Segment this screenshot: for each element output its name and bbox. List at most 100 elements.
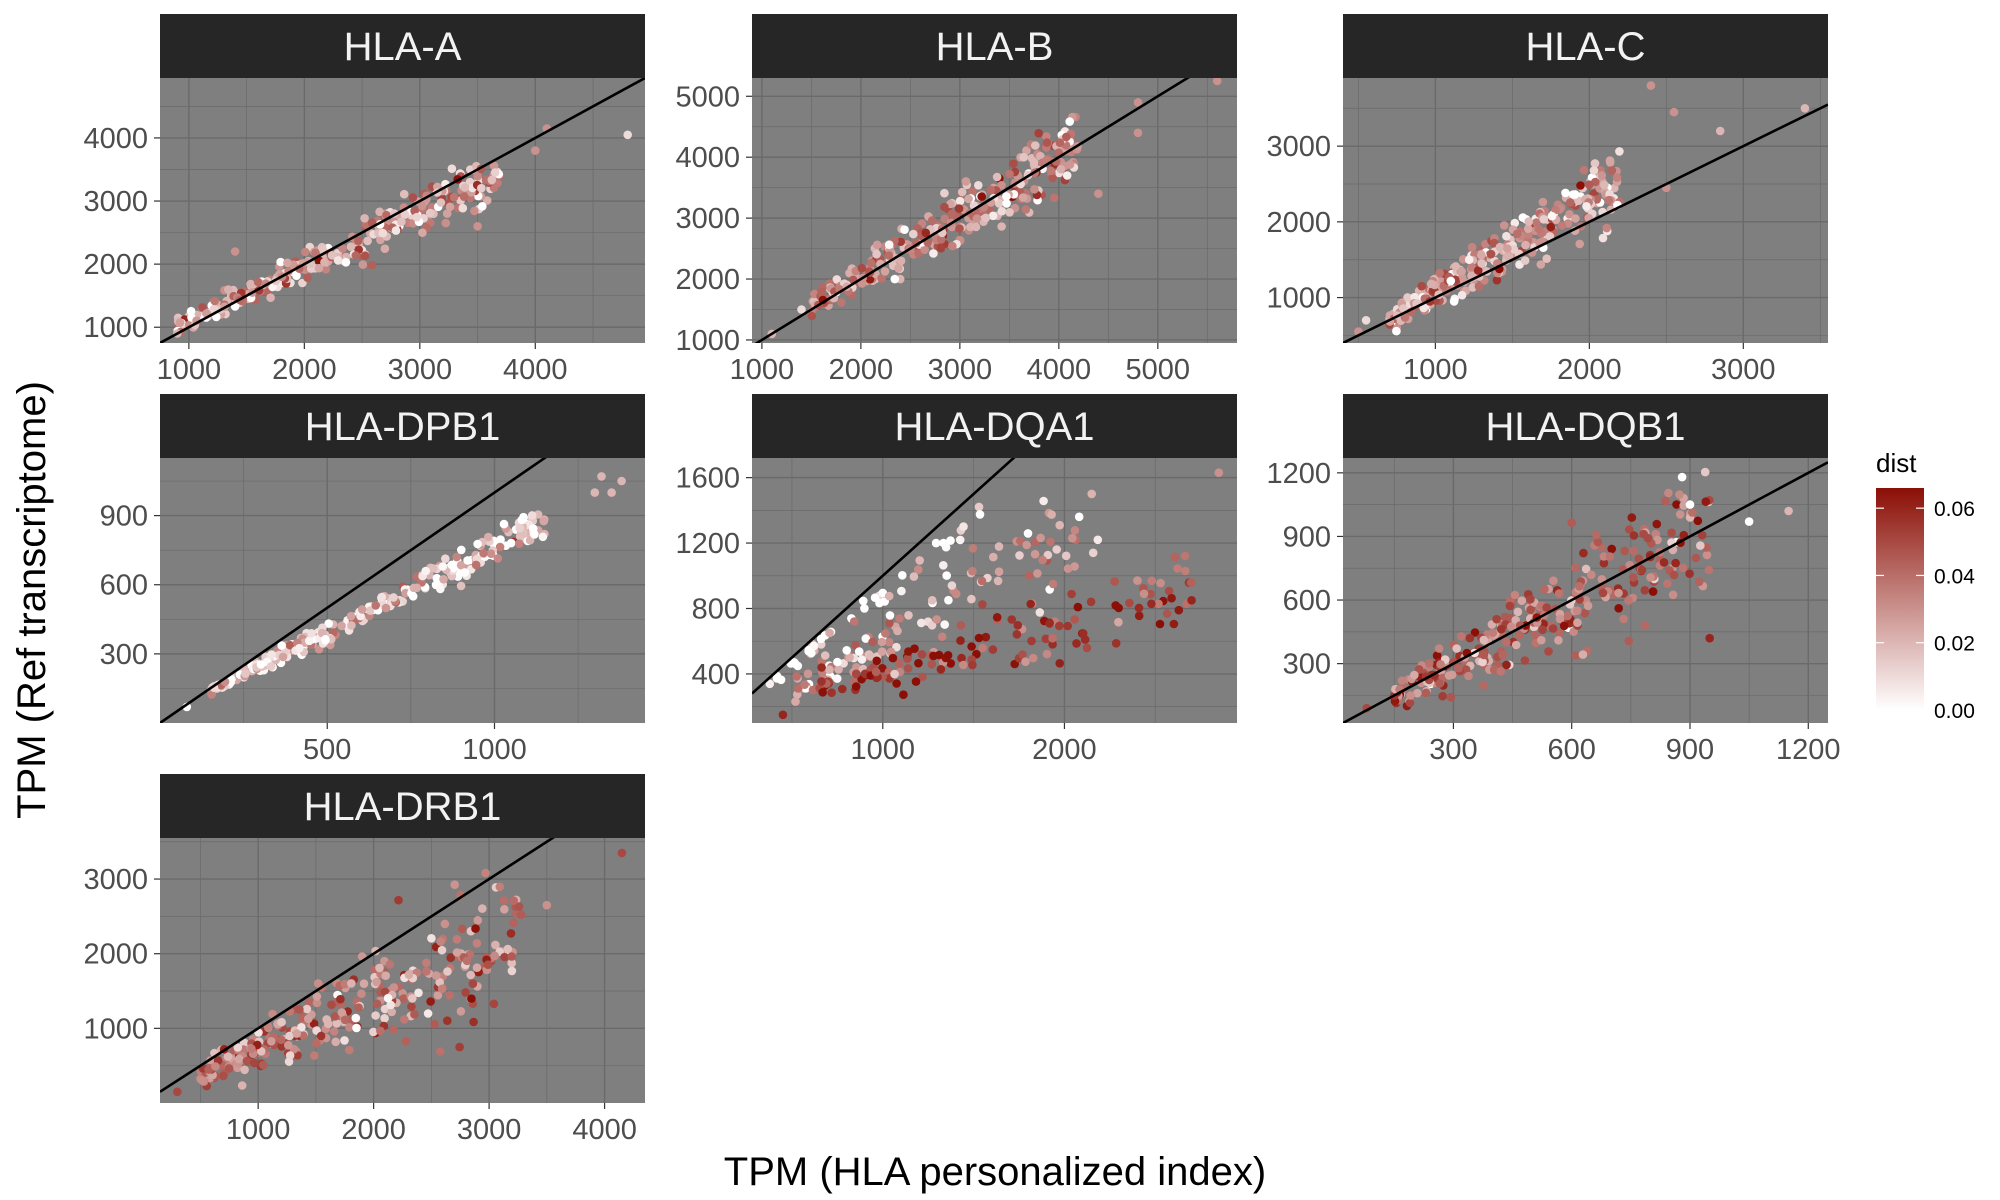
data-point [241, 669, 250, 678]
data-point [1517, 596, 1527, 605]
data-point [1114, 617, 1123, 627]
data-point [825, 665, 834, 674]
data-point [490, 168, 500, 177]
data-point [331, 1037, 341, 1047]
data-point [389, 1025, 398, 1034]
data-point [380, 244, 390, 253]
data-point [314, 263, 324, 273]
data-point [888, 653, 898, 663]
data-point [1467, 242, 1477, 252]
data-point [1397, 676, 1407, 685]
data-point [607, 488, 616, 497]
data-point [1467, 262, 1476, 272]
data-point [860, 604, 869, 613]
data-point [1048, 173, 1057, 183]
data-point [437, 945, 447, 955]
data-point [449, 192, 459, 202]
data-point [435, 978, 445, 987]
data-point [330, 1012, 340, 1021]
data-point [1086, 597, 1096, 607]
data-point [490, 951, 500, 961]
data-point [204, 1065, 213, 1074]
data-point [468, 979, 478, 988]
data-point [892, 679, 901, 688]
data-point [341, 258, 351, 267]
data-point [1515, 630, 1524, 640]
data-point [1406, 691, 1415, 700]
data-point [877, 637, 887, 647]
x-tick-label: 500 [303, 734, 351, 766]
data-point [1512, 229, 1522, 239]
data-point [934, 650, 944, 660]
data-point [1669, 107, 1679, 117]
data-point [1634, 554, 1644, 563]
data-point [1569, 627, 1578, 636]
data-point [283, 258, 292, 268]
data-point [1503, 251, 1513, 261]
data-point [1573, 618, 1582, 627]
data-point [495, 882, 505, 892]
data-point [1534, 224, 1544, 234]
facet-hla-b: HLA-B 1000 2000 3000 4000 5000 1000 2000 3000 400… [675, 14, 1237, 386]
data-point [460, 568, 470, 577]
data-point [955, 535, 965, 545]
data-point [884, 637, 894, 647]
data-point [936, 235, 946, 244]
data-point [817, 663, 826, 672]
data-point [1551, 205, 1560, 215]
y-tick-label: 3000 [1266, 131, 1331, 163]
data-point [986, 185, 996, 195]
data-point [838, 684, 847, 694]
data-point [1048, 640, 1057, 649]
data-point [452, 935, 462, 944]
data-point [1607, 544, 1616, 554]
data-point [1022, 146, 1031, 155]
data-point [1571, 651, 1580, 660]
data-point [895, 614, 904, 623]
data-point [1509, 245, 1519, 254]
data-point [1055, 621, 1064, 631]
data-point [340, 1015, 350, 1025]
data-point [1575, 239, 1584, 249]
data-point [1045, 619, 1054, 628]
x-tick-label: 1000 [851, 734, 916, 766]
data-point [872, 240, 882, 250]
data-point [234, 1054, 244, 1064]
data-point [929, 249, 938, 258]
data-point [473, 222, 482, 231]
facet-title: HLA-DPB1 [305, 405, 501, 449]
data-point [927, 660, 937, 669]
data-point [1070, 562, 1079, 571]
data-point [1800, 104, 1810, 113]
data-point [884, 591, 894, 601]
data-point [1212, 78, 1222, 86]
data-point [407, 1002, 416, 1011]
data-point [617, 848, 627, 858]
data-point [345, 1045, 354, 1055]
data-point [440, 919, 450, 929]
data-point [947, 209, 957, 219]
data-point [989, 552, 998, 562]
data-point [1479, 681, 1488, 690]
data-point [479, 549, 488, 558]
data-point [1048, 579, 1058, 589]
data-point [356, 611, 365, 621]
identity-line [752, 458, 1016, 695]
data-point [1074, 512, 1084, 522]
data-point [792, 672, 801, 681]
data-point [1456, 632, 1466, 641]
data-point [1592, 530, 1601, 540]
data-point [936, 243, 946, 253]
data-point [1007, 615, 1016, 624]
data-point [1410, 670, 1419, 680]
data-point [312, 992, 322, 1001]
data-point [778, 710, 788, 720]
data-point [849, 617, 859, 626]
data-point [329, 1027, 339, 1036]
data-point [1039, 496, 1048, 506]
data-point [1555, 629, 1565, 638]
data-point [1047, 510, 1056, 519]
data-point [1405, 698, 1415, 708]
data-point [489, 999, 499, 1009]
data-point [859, 596, 868, 606]
